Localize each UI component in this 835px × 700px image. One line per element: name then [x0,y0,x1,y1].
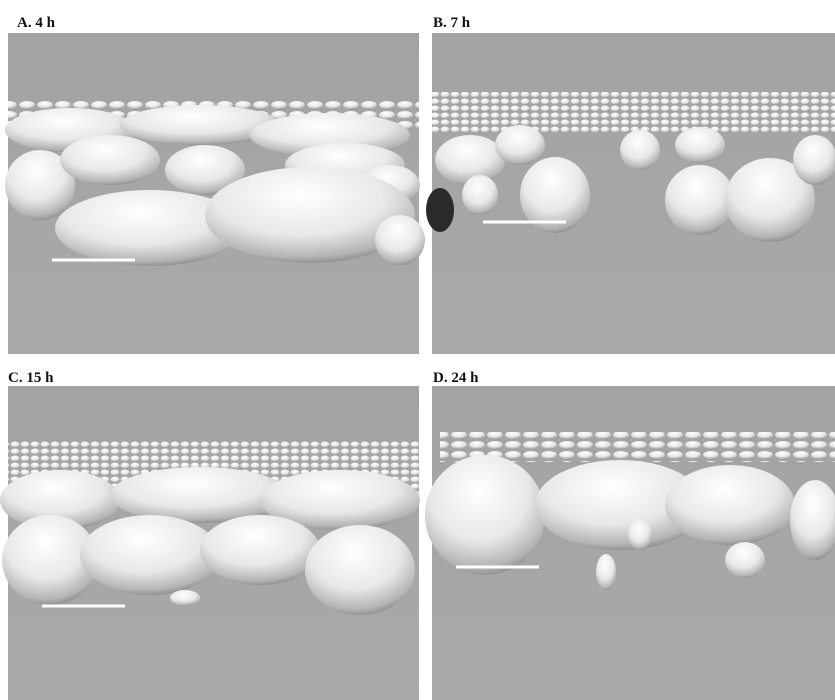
panel-label: D. 24 h [433,370,479,386]
panel-label: A. 4 h [17,15,56,31]
panel-c: C. 15 h [0,370,420,700]
panel-d: D. 24 h [425,370,835,700]
panel-b: B. 7 h [426,15,835,354]
figure: A. 4 h B. 7 h C. 15 h [0,0,835,700]
far-cells [432,92,835,132]
page: A. 4 h B. 7 h C. 15 h [0,0,835,700]
panel-label: C. 15 h [8,370,54,386]
panel-a: A. 4 h [5,15,425,354]
cell-clusters [5,105,425,266]
panel-label: B. 7 h [433,15,471,31]
